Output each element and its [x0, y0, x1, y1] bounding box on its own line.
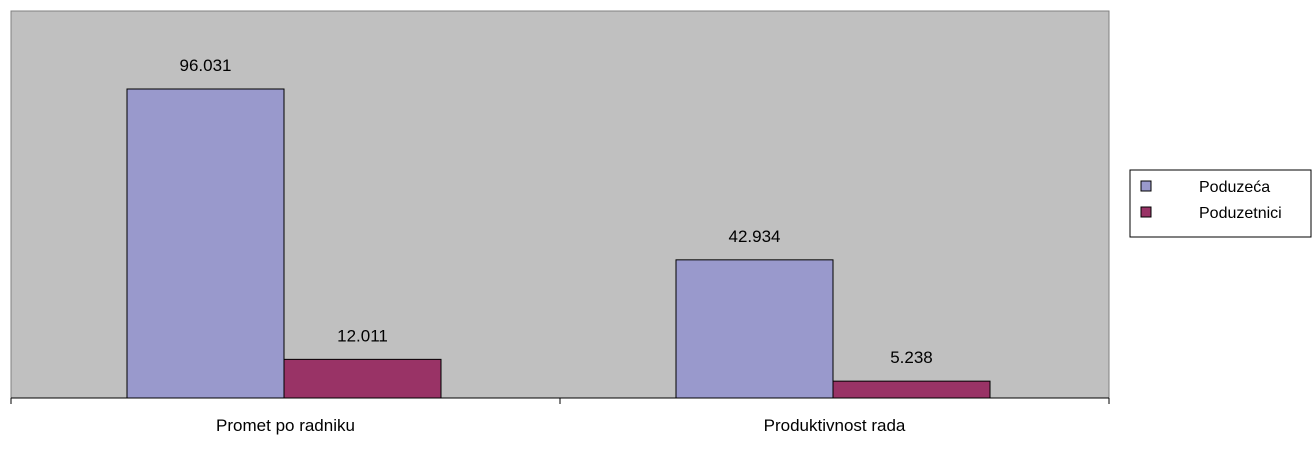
- bar: [126, 88, 285, 399]
- x-axis-ticks: [10, 398, 1110, 404]
- legend-label: Poduzetnici: [1199, 205, 1282, 222]
- bars-layer: [126, 88, 991, 399]
- legend-swatch: [1140, 180, 1152, 192]
- legend-box: [1129, 169, 1312, 238]
- category-label: Promet po radniku: [216, 416, 355, 435]
- data-label: 5.238: [890, 348, 933, 367]
- legend-label: Poduzeća: [1199, 179, 1270, 196]
- category-label: Produktivnost rada: [764, 416, 906, 435]
- legend-swatch: [1140, 206, 1152, 218]
- data-label: 12.011: [337, 326, 388, 345]
- bar: [832, 380, 991, 399]
- bar: [675, 259, 834, 399]
- data-labels-layer: 96.031 12.011 42.934 5.238: [180, 56, 933, 367]
- category-labels: Promet po radniku Produktivnost rada: [216, 416, 906, 435]
- bar: [283, 358, 442, 399]
- data-label: 96.031: [180, 56, 232, 75]
- legend: Poduzeća Poduzetnici: [1129, 169, 1312, 238]
- data-label: 42.934: [729, 227, 781, 246]
